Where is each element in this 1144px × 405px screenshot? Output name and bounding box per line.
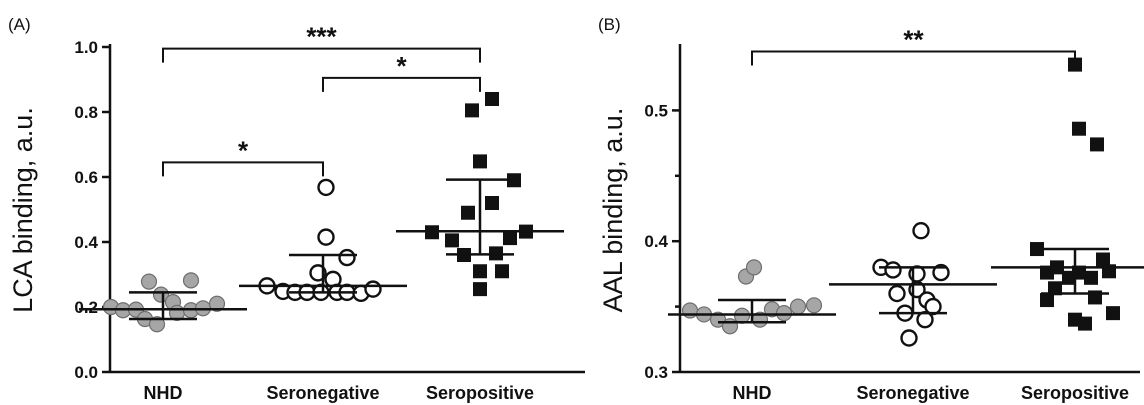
significance-bracket [322, 76, 481, 92]
y-tick-label: 0.8 [74, 103, 98, 122]
data-point [182, 272, 200, 289]
data-point [681, 302, 699, 319]
data-point [208, 295, 226, 312]
significance-label: * [238, 135, 249, 165]
data-point [1040, 293, 1054, 308]
x-tick-label: Seropositive [1021, 383, 1129, 403]
data-point [733, 307, 751, 324]
panel-b-y-axis-label: AAL binding, a.u. [598, 108, 628, 313]
data-point [461, 205, 475, 220]
y-tick-label: 0.5 [644, 101, 668, 120]
data-point [884, 261, 902, 279]
panel-b-y-ticks: 0.3 0.4 0.5 [644, 101, 680, 382]
x-tick-label: NHD [733, 383, 772, 403]
y-tick-label: 0.4 [644, 232, 668, 251]
data-point [473, 282, 487, 297]
data-point [789, 298, 807, 315]
panel-a-axes [108, 44, 585, 374]
data-point [485, 196, 499, 210]
y-tick-label: 0.4 [74, 233, 98, 252]
data-point [805, 297, 823, 314]
y-tick-label: 1.0 [74, 38, 98, 57]
data-point [745, 259, 763, 276]
panel-a-significance: ***** [162, 22, 481, 177]
data-point [888, 284, 906, 303]
data-point [1048, 281, 1062, 296]
data-point [473, 264, 487, 279]
data-point [445, 233, 459, 248]
panel-b-x-ticks: NHD Seronegative Seropositive [733, 383, 1130, 403]
data-point [1078, 316, 1092, 331]
y-tick-label: 0.3 [644, 363, 668, 382]
data-point [1096, 252, 1110, 267]
significance-bracket [751, 50, 1076, 66]
data-point [912, 222, 930, 240]
data-point [473, 154, 487, 169]
x-tick-label: Seronegative [856, 383, 969, 403]
panel-a-stats [79, 178, 564, 321]
panel-a-label: (A) [8, 15, 31, 34]
significance-bracket [162, 47, 481, 63]
y-tick-label: 0.2 [74, 298, 98, 317]
data-point [932, 263, 950, 282]
data-point [317, 178, 335, 197]
data-point [1072, 121, 1086, 136]
data-point [924, 297, 942, 316]
panel-a-y-axis-label: LCA binding, a.u. [8, 107, 38, 313]
data-point [721, 318, 739, 335]
data-point [140, 273, 158, 290]
data-point [485, 92, 499, 106]
y-tick-label: 0.0 [74, 363, 98, 382]
data-point [1030, 242, 1044, 257]
data-point [1106, 306, 1120, 321]
data-point [503, 231, 517, 246]
x-tick-label: Seropositive [426, 383, 534, 403]
data-point [1090, 137, 1104, 152]
data-point [900, 329, 918, 347]
data-point [465, 103, 479, 118]
x-tick-label: Seronegative [266, 383, 379, 403]
panel-b-stats [668, 247, 1144, 324]
panel-b-significance: ** [751, 25, 1076, 66]
significance-label: * [396, 51, 407, 81]
x-tick-label: NHD [144, 383, 183, 403]
panel-b-label: (B) [598, 15, 621, 34]
significance-label: ** [903, 25, 924, 55]
data-point [775, 305, 793, 322]
panel-a: (A) LCA binding, a.u. 0.0 0.2 0.4 0.6 0.8 1.0… [8, 15, 585, 403]
data-point [148, 316, 166, 333]
panel-a-x-ticks: NHD Seronegative Seropositive [144, 383, 535, 403]
significance-label: *** [306, 22, 337, 52]
panel-a-points [102, 92, 533, 333]
y-tick-label: 0.6 [74, 168, 98, 187]
data-point [364, 280, 382, 298]
significance-bracket [162, 161, 324, 177]
data-point [1084, 270, 1098, 285]
panel-b-axes [678, 44, 1140, 374]
data-point [152, 286, 170, 303]
panel-b-points [681, 57, 1120, 347]
data-point [317, 228, 335, 246]
panel-a-y-ticks: 0.0 0.2 0.4 0.6 0.8 1.0 [74, 38, 110, 382]
data-point [495, 264, 509, 279]
data-point [338, 248, 356, 267]
panel-b: (B) AAL binding, a.u. 0.3 0.4 0.5 NHD Seron… [598, 15, 1144, 403]
